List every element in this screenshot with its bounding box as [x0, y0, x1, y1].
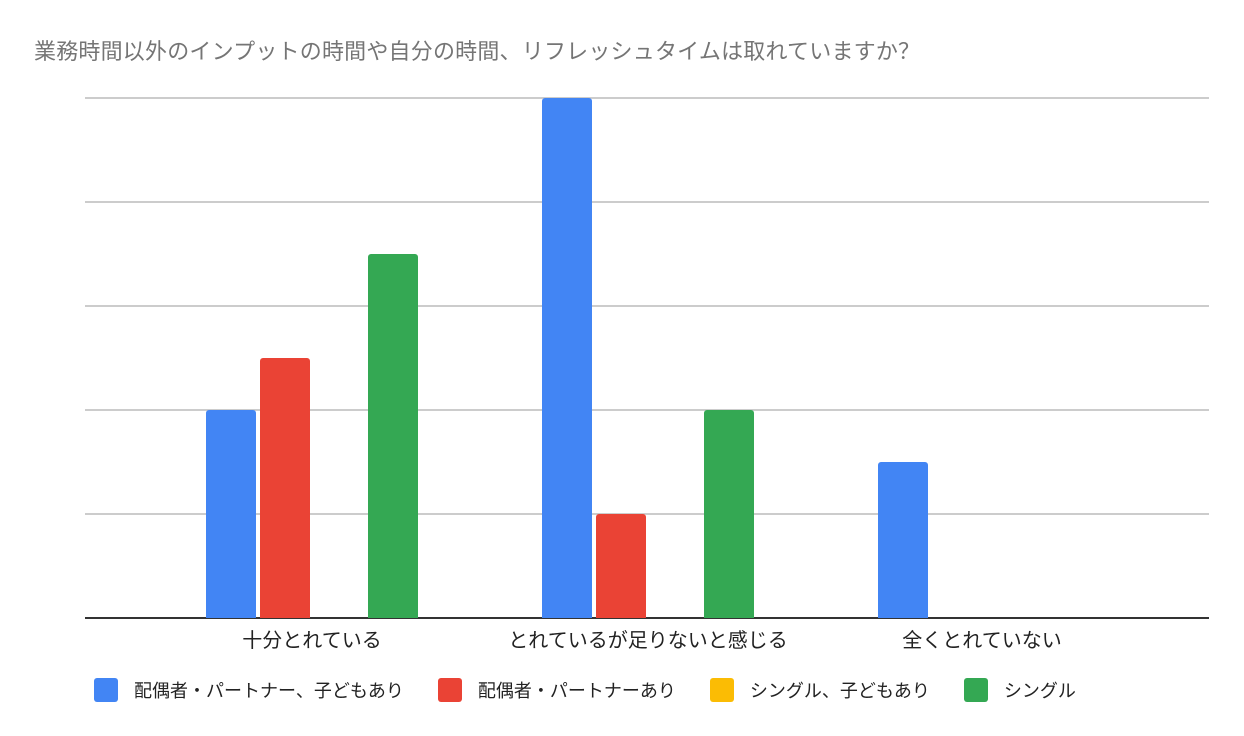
legend-item[interactable]: シングル、子どもあり — [709, 677, 930, 703]
legend-item[interactable]: シングル — [963, 677, 1076, 703]
x-tick-label: 全くとれていない — [902, 628, 1062, 652]
bar[interactable] — [368, 254, 418, 618]
legend-swatch-icon — [963, 678, 988, 702]
gridline — [85, 97, 1209, 99]
bar[interactable] — [704, 410, 754, 618]
legend-swatch-icon — [94, 678, 118, 702]
legend-swatch-icon — [709, 678, 734, 702]
legend-label: 配偶者・パートナー、子どもあり — [134, 681, 404, 702]
bar[interactable] — [878, 462, 928, 618]
legend-item[interactable]: 配偶者・パートナー、子どもあり — [94, 677, 404, 703]
x-tick-label: 十分とれている — [242, 628, 382, 652]
gridline — [85, 201, 1209, 203]
bar[interactable] — [596, 514, 646, 618]
x-tick-label: とれているが足りないと感じる — [508, 628, 788, 652]
legend: 配偶者・パートナー、子どもあり 配偶者・パートナーあり シングル、子どもあり シ… — [94, 677, 1110, 703]
x-axis-line — [85, 617, 1209, 619]
legend-swatch-icon — [437, 678, 462, 702]
gridline — [85, 513, 1209, 515]
legend-label: 配偶者・パートナーあり — [477, 681, 676, 702]
bar[interactable] — [260, 358, 310, 618]
plot-area — [85, 97, 1209, 619]
chart-title: 業務時間以外のインプットの時間や自分の時間、リフレッシュタイムは取れていますか？ — [34, 40, 921, 65]
bar[interactable] — [206, 410, 256, 618]
legend-label: シングル、子どもあり — [749, 681, 930, 702]
gridline — [85, 409, 1209, 411]
legend-item[interactable]: 配偶者・パートナーあり — [437, 677, 676, 703]
legend-label: シングル — [1003, 681, 1076, 702]
bar[interactable] — [542, 98, 592, 618]
gridline — [85, 305, 1209, 307]
